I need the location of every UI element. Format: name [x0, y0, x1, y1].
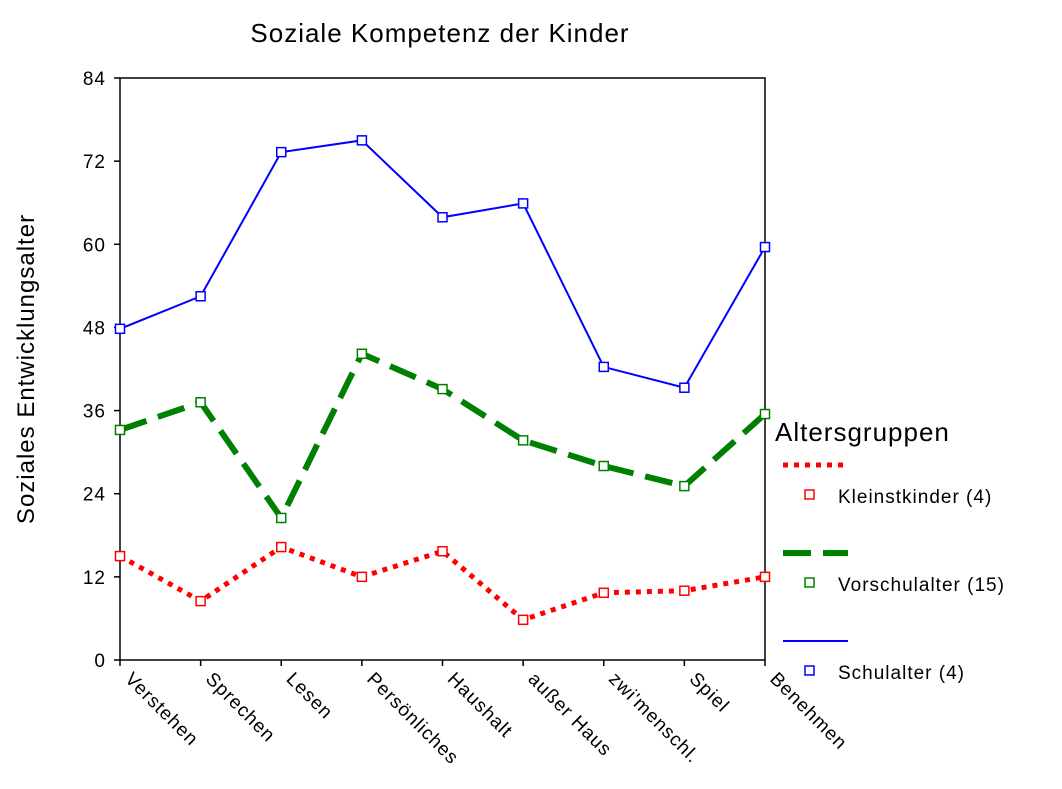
point-marker [517, 198, 529, 209]
y-tick-label: 24 [83, 485, 106, 506]
legend-label: Kleinstkinder (4) [838, 487, 992, 508]
y-tick-label: 12 [83, 568, 106, 589]
point-marker [437, 545, 448, 557]
point-marker [759, 241, 771, 253]
point-marker [276, 146, 287, 158]
x-tick-label: Lesen [282, 669, 337, 724]
point-marker [517, 614, 529, 626]
chart-title: Soziale Kompetenz der Kinder [250, 18, 629, 48]
point-marker [195, 397, 206, 408]
point-marker [356, 135, 368, 146]
legend-marker [804, 665, 815, 676]
point-marker [437, 212, 448, 223]
point-marker [759, 571, 771, 583]
y-tick-label: 36 [83, 402, 106, 423]
point-marker [598, 460, 609, 472]
point-marker [356, 571, 368, 583]
point-marker [598, 361, 609, 373]
point-marker [437, 383, 448, 395]
x-tick-label: außer Haus [524, 669, 616, 761]
x-tick-label: Haushalt [443, 669, 517, 743]
point-marker [114, 323, 126, 335]
y-tick-label: 84 [83, 69, 106, 90]
y-tick-label: 72 [83, 152, 106, 173]
y-axis-label: Soziales Entwicklungsalter [13, 214, 40, 524]
point-marker [517, 435, 529, 446]
legend-title: Altersgruppen [775, 417, 950, 447]
point-marker [598, 587, 609, 599]
point-marker [679, 585, 690, 596]
y-tick-label: 60 [83, 235, 106, 256]
y-tick-label: 0 [94, 651, 106, 672]
point-marker [759, 408, 771, 420]
point-marker [679, 382, 690, 393]
point-marker [195, 595, 206, 607]
x-tick-label: Verstehen [120, 669, 202, 751]
y-tick-label: 48 [83, 318, 106, 339]
x-tick-label: Sprechen [201, 669, 279, 747]
series-line [119, 139, 766, 389]
point-marker [195, 291, 206, 302]
series-line [118, 544, 766, 623]
legend-marker [804, 577, 815, 588]
point-marker [276, 541, 287, 553]
point-marker [114, 550, 126, 562]
point-marker [356, 348, 368, 360]
series-line [119, 349, 767, 524]
point-marker [679, 480, 690, 492]
legend-label: Vorschulalter (15) [838, 575, 1005, 596]
point-marker [114, 424, 126, 436]
point-marker [276, 512, 287, 524]
legend-marker [804, 489, 815, 500]
x-tick-label: Spiel [685, 669, 733, 717]
legend-label: Schulalter (4) [838, 663, 965, 684]
plot-frame [119, 77, 766, 661]
